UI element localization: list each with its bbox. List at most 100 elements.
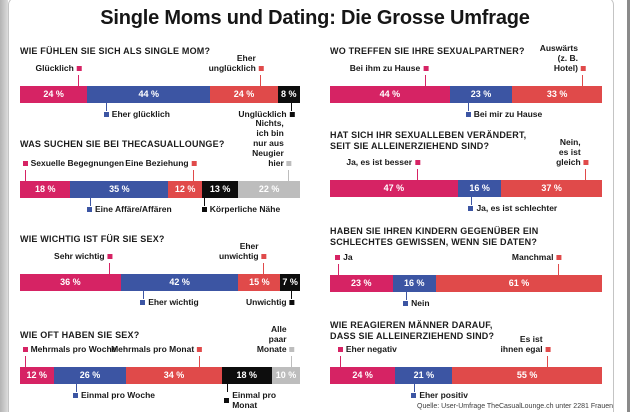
bar-label: Unwichtig <box>246 297 295 307</box>
left-shadow-edge <box>0 0 8 412</box>
bar-segment-black: 18 % <box>221 367 272 384</box>
bar-label: Glücklich <box>36 63 82 73</box>
legend-marker-square <box>556 255 562 260</box>
stacked-bar: 47 % 16 % 37 % <box>330 180 602 197</box>
stacked-bar: 44 % 23 % 33 % <box>330 86 602 103</box>
segment-label-text: Eher unglücklich <box>208 53 256 73</box>
chart-question: WAS SUCHEN SIE BEI THECASUALLOUNGE? <box>20 139 225 149</box>
bar-segment-blue: 21 % <box>395 367 453 384</box>
connector-line <box>25 356 27 367</box>
segment-label-text: Alle paar Monate <box>256 324 287 354</box>
bar-segment-red: 34 % <box>126 367 222 384</box>
legend-marker-square <box>107 254 113 259</box>
bar-label: Eher negativ <box>337 344 397 354</box>
segment-label-text: Körperliche Nähe <box>209 204 281 214</box>
bar-segment-red: 37 % <box>501 180 602 197</box>
bar-segment-gray: 22 % <box>238 181 300 198</box>
legend-marker-square <box>289 299 295 305</box>
legend-marker-square <box>76 66 82 71</box>
segment-label-text: Eher unwichtig <box>218 241 259 261</box>
bar-segment-blue: 23 % <box>449 86 513 103</box>
segment-label-text: Ja, es ist besser <box>346 157 413 167</box>
connector-line <box>109 263 111 274</box>
legend-marker-square <box>465 111 471 117</box>
legend-marker-square <box>580 66 586 71</box>
connector-line <box>263 263 265 274</box>
segment-label-text: Nein, es ist gleich <box>556 137 581 167</box>
bar-segment-red: 55 % <box>452 367 602 384</box>
connector-line <box>204 198 206 206</box>
legend-marker-square <box>289 111 295 117</box>
bar-label: Bei mir zu Hause <box>465 109 543 119</box>
chart-reaktion-maenner: WIE REAGIEREN MÄNNER DARAUF, DASS SIE AL… <box>330 0 602 412</box>
segment-label-text: Einmal pro Monat <box>232 390 277 410</box>
segment-label-text: Mehrmals pro Woche <box>30 344 117 354</box>
bar-segment-blue: 16 % <box>392 275 437 292</box>
chart-wie-oft-sex: WIE OFT HABEN SIE SEX? 12 % 26 % 34 % 18 % 1… <box>20 0 300 412</box>
bar-segment-pink: 23 % <box>330 275 393 292</box>
segment-label-text: Eher negativ <box>345 344 397 354</box>
stacked-bar: 24 % 21 % 55 % <box>330 367 602 384</box>
bar-label: Manchmal <box>512 252 562 262</box>
bar-label: Mehrmals pro Monat <box>111 344 203 354</box>
connector-line <box>106 103 108 111</box>
connector-line <box>89 198 91 206</box>
bar-segment-pink: 24 % <box>20 86 88 103</box>
segment-label-text: Manchmal <box>511 252 554 262</box>
bar-label: Ja, es ist schlechter <box>468 203 557 213</box>
connector-line <box>260 75 262 86</box>
bar-segment-blue: 44 % <box>87 86 211 103</box>
chart-question: HABEN SIE IHREN KINDERN GEGENÜBER EIN SC… <box>330 226 539 247</box>
bar-segment-red: 33 % <box>512 86 602 103</box>
legend-marker-square <box>583 160 589 165</box>
legend-marker-square <box>22 347 28 352</box>
connector-line <box>226 384 228 392</box>
segment-label-text: Nichts, ich bin nur aus Neugier hier <box>252 118 284 168</box>
bar-label: Nichts, ich bin nur aus Neugier hier <box>252 118 292 168</box>
connector-line <box>291 103 293 111</box>
bar-label: Sehr wichtig <box>54 251 113 261</box>
bar-segment-red: 12 % <box>168 181 202 198</box>
connector-line <box>291 356 293 367</box>
bar-label: Einmal pro Woche <box>73 390 155 400</box>
chart-question: WO TREFFEN SIE IHRE SEXUALPARTNER? <box>330 46 525 56</box>
segment-label-text: Sexuelle Begegnungen <box>30 158 125 168</box>
bar-label: Eher glücklich <box>103 109 170 119</box>
stacked-bar: 24 % 44 % 24 % 8 % <box>20 86 300 103</box>
segment-label-text: Eine Affäre/Affären <box>95 204 172 214</box>
bar-segment-pink: 44 % <box>330 86 450 103</box>
legend-marker-square <box>411 392 417 398</box>
bar-label: Eher wichtig <box>140 297 199 307</box>
legend-marker-square <box>258 66 264 71</box>
connector-line <box>585 169 587 180</box>
infographic-card <box>8 0 614 412</box>
bar-segment-black: 8 % <box>277 86 300 103</box>
connector-line <box>198 356 200 367</box>
legend-marker-square <box>22 161 28 166</box>
bar-label: Einmal pro Monat <box>224 390 300 410</box>
bar-segment-black: 13 % <box>201 181 239 198</box>
chart-question: WIE OFT HABEN SIE SEX? <box>20 330 140 340</box>
connector-line <box>405 292 407 300</box>
connector-line <box>582 75 584 86</box>
segment-label-text: Nein <box>411 298 430 308</box>
legend-marker-square <box>403 300 409 306</box>
segment-label-text: Mehrmals pro Monat <box>111 344 195 354</box>
bar-label: Ja <box>335 252 353 262</box>
bar-segment-pink: 36 % <box>20 274 121 291</box>
bar-label: Bei ihm zu Hause <box>350 63 429 73</box>
bar-segment-pink: 24 % <box>330 367 396 384</box>
segment-label-text: Ja, es ist schlechter <box>476 203 558 213</box>
page-title: Single Moms und Dating: Die Grosse Umfra… <box>100 7 530 29</box>
connector-line <box>340 356 342 367</box>
chart-wo-treffen-partner: WO TREFFEN SIE IHRE SEXUALPARTNER? 44 % 2… <box>330 0 602 412</box>
bar-label: Auswärts (z. B. Hotel) <box>540 43 586 73</box>
bar-label: Eher unwichtig <box>219 241 267 261</box>
chart-wie-fuehlen-sie-sich: WIE FÜHLEN SIE SICH ALS SINGLE MOM? 24 %… <box>20 0 300 412</box>
chart-question: WIE REAGIEREN MÄNNER DARAUF, DASS SIE AL… <box>330 320 495 341</box>
connector-line <box>142 291 144 299</box>
segment-label-text: Bei mir zu Hause <box>473 109 543 119</box>
bar-segment-pink: 47 % <box>330 180 458 197</box>
segment-label-text: Eher wichtig <box>148 297 199 307</box>
